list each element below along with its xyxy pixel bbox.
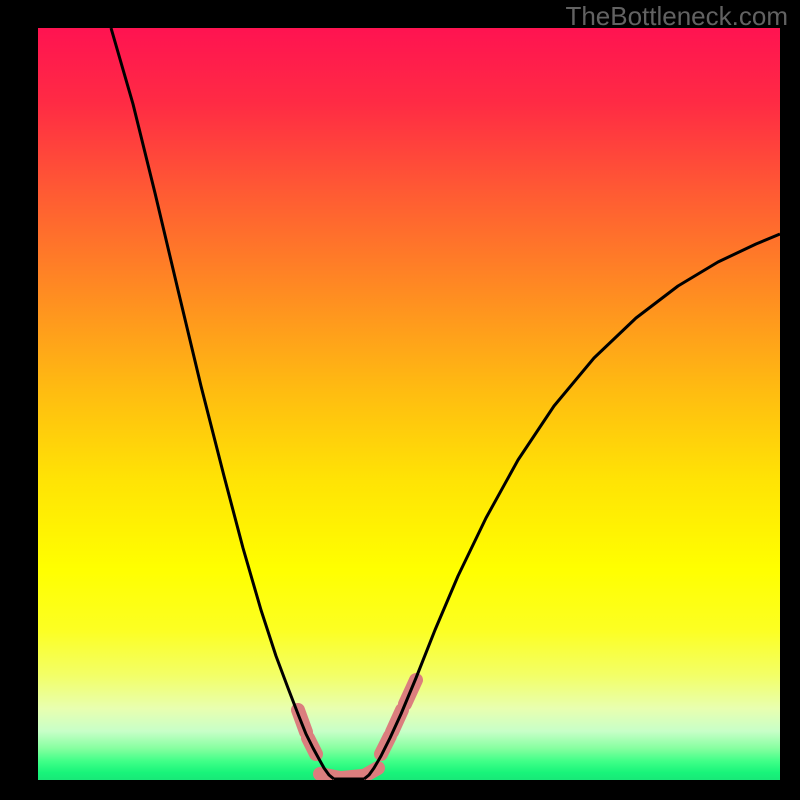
bottleneck-chart — [38, 28, 780, 780]
plot-area — [38, 28, 780, 780]
watermark-text: TheBottleneck.com — [565, 1, 788, 32]
outer-frame: TheBottleneck.com — [0, 0, 800, 800]
